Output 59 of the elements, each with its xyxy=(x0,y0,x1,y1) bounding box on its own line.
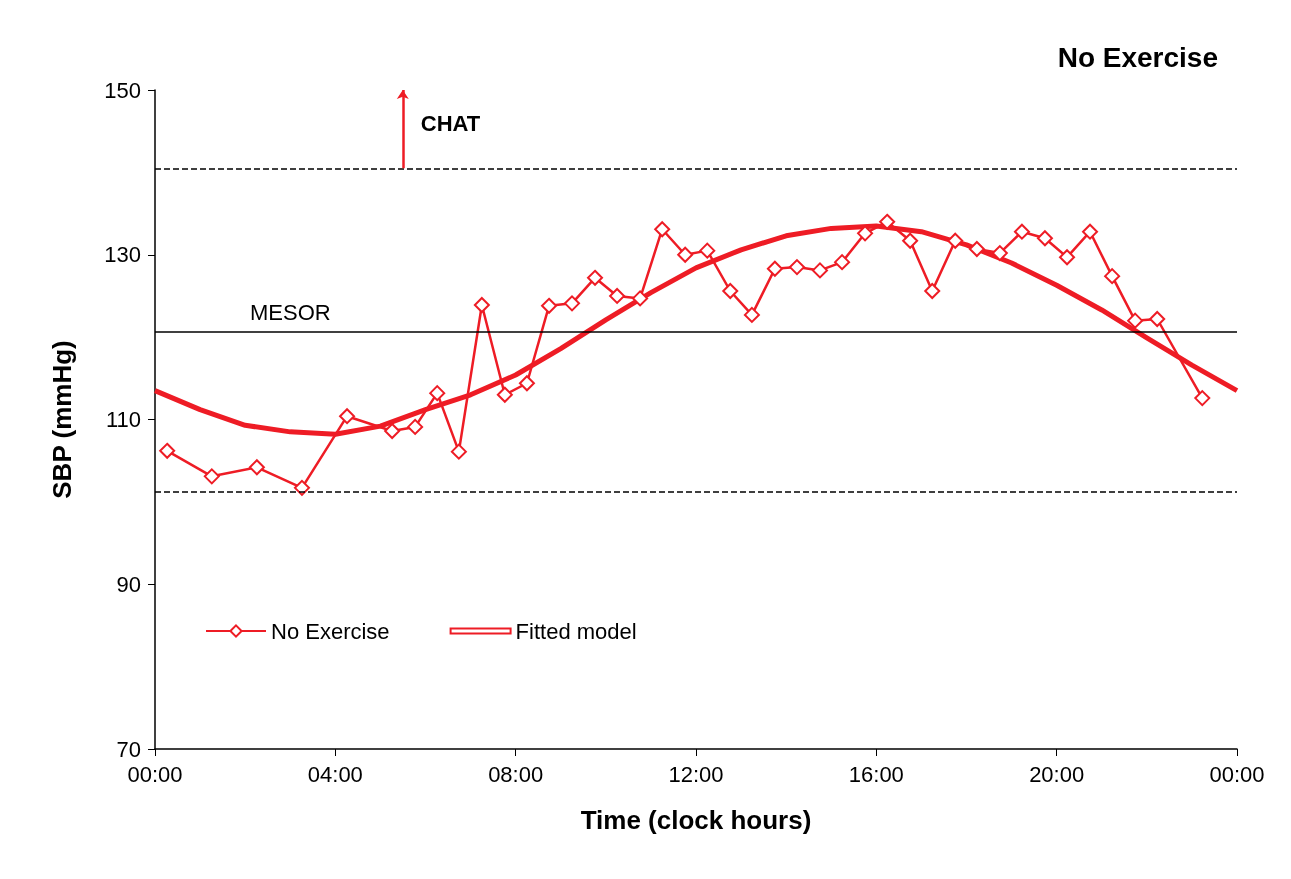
point xyxy=(834,254,851,271)
point xyxy=(587,269,604,286)
point xyxy=(609,287,626,304)
point xyxy=(450,443,467,460)
point xyxy=(1194,390,1211,407)
y-axis-title: SBP (mmHg) xyxy=(47,340,77,499)
point xyxy=(968,240,985,257)
y-tick-label: 110 xyxy=(105,407,141,432)
point xyxy=(1059,249,1076,266)
annotation: CHAT xyxy=(420,110,481,136)
x-axis-title: Time (clock hours) xyxy=(580,805,812,835)
point xyxy=(743,306,760,323)
point xyxy=(1104,268,1121,285)
y-tick-label: 150 xyxy=(104,77,141,103)
point xyxy=(699,242,716,259)
point xyxy=(766,260,783,277)
y-tick-label: 90 xyxy=(116,571,141,597)
point xyxy=(518,375,535,392)
point xyxy=(924,282,941,299)
point xyxy=(811,262,828,279)
point xyxy=(407,418,424,435)
point xyxy=(722,282,739,299)
point xyxy=(1149,311,1166,327)
x-tick-label: 16:00 xyxy=(848,761,904,787)
point xyxy=(857,225,874,242)
point xyxy=(541,297,558,314)
point xyxy=(1082,223,1099,240)
point xyxy=(879,213,896,230)
point xyxy=(1127,312,1144,329)
y-tick-label: 130 xyxy=(104,242,141,268)
point xyxy=(788,259,805,276)
point xyxy=(1013,223,1030,240)
point xyxy=(159,442,176,459)
point xyxy=(677,246,694,263)
point xyxy=(339,408,356,425)
point xyxy=(654,221,671,238)
point xyxy=(203,468,220,485)
point xyxy=(564,295,581,312)
point xyxy=(248,459,265,476)
point xyxy=(902,232,919,249)
x-tick-label: 08:00 xyxy=(488,761,544,787)
x-tick-label: 12:00 xyxy=(668,761,724,787)
point xyxy=(496,386,513,403)
legend-label: Fitted model xyxy=(515,618,637,644)
point xyxy=(947,232,964,249)
point xyxy=(1036,230,1053,247)
x-tick-label: 00:00 xyxy=(1209,761,1265,787)
x-tick-label: 04:00 xyxy=(307,761,363,787)
x-tick-label: 20:00 xyxy=(1029,761,1085,787)
point xyxy=(991,245,1008,262)
chart-title: No Exercise xyxy=(1057,41,1219,73)
point xyxy=(473,297,490,313)
point xyxy=(429,385,446,402)
ref-line-label: MESOR xyxy=(250,299,331,325)
y-tick-label: 70 xyxy=(116,736,141,762)
point xyxy=(632,290,649,307)
x-tick-label: 00:00 xyxy=(127,761,183,787)
legend-label: No Exercise xyxy=(271,618,390,644)
point xyxy=(384,423,401,440)
